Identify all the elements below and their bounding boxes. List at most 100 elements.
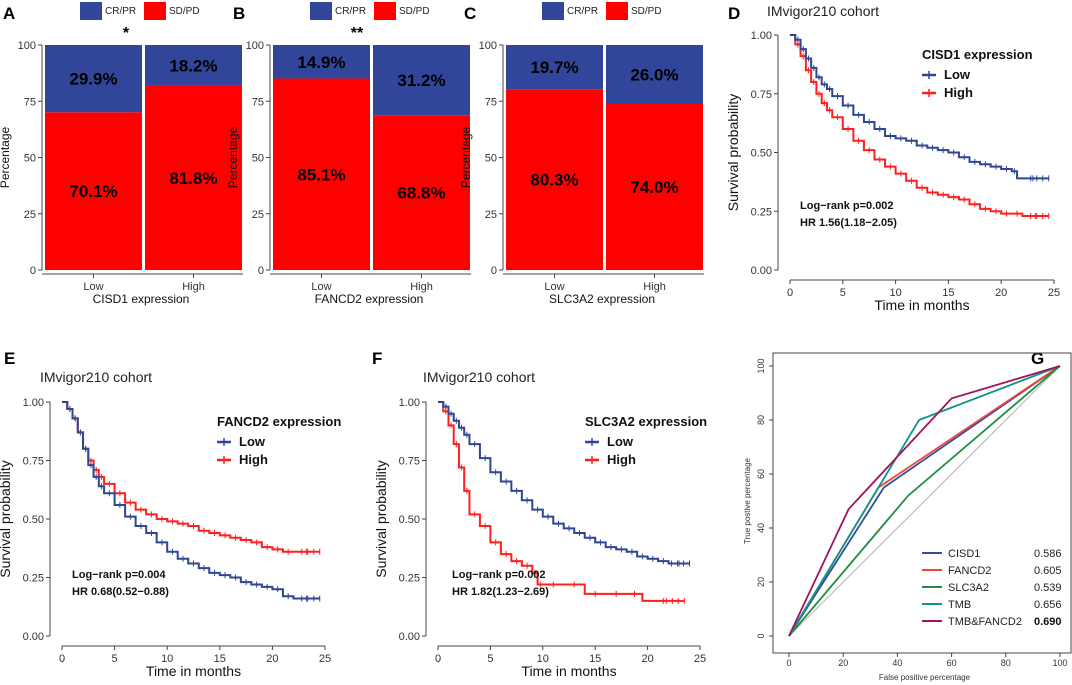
y-axis-title: Percentage (226, 126, 240, 188)
bar-panel-b: B CR/PR SD/PD ** 0 25 50 75 100 Percentage Low 85.1… (226, 2, 471, 306)
x-tick-label: 5 (112, 653, 118, 665)
km-censor-marks-low (445, 403, 691, 567)
x-tick-label: 15 (589, 653, 601, 665)
km-curve-high (790, 34, 1049, 217)
x-axis-title: SLC3A2 expression (549, 292, 655, 306)
y-tick-label: 50 (252, 153, 264, 165)
y-tick-label: 0.25 (23, 573, 44, 585)
km-hazard-ratio: HR 1.82(1.23−2.69) (452, 586, 549, 598)
roc-curve-cisd1 (788, 365, 1061, 637)
km-legend-label-low: Low (607, 434, 634, 449)
bar-sd-pd-low (273, 78, 370, 271)
y-tick-label: 0 (258, 265, 264, 277)
y-tick-label: 75 (252, 96, 264, 108)
x-tick-label: 0 (786, 658, 791, 668)
km-censor-marks-high (797, 41, 1050, 219)
y-tick-label: 40 (756, 523, 766, 533)
x-tick-label: 80 (1001, 658, 1011, 668)
km-legend-label-low: Low (944, 67, 971, 82)
bar-panel-a: A CR/PR SD/PD * 0 25 50 75 100 Percentage Low 70.1%… (0, 2, 243, 306)
y-tick-label: 25 (24, 209, 36, 221)
y-tick-label: 80 (756, 415, 766, 425)
x-axis-title: Time in months (521, 663, 616, 679)
legend-label-sd-pd: SD/PD (169, 6, 200, 17)
bar-cr-pr-low (45, 45, 142, 113)
km-legend-label-low: Low (239, 434, 266, 449)
y-tick-label: 0.00 (751, 265, 772, 277)
bar-label-sd-pd: 74.0% (630, 178, 678, 197)
significance-marker: * (123, 25, 130, 42)
km-logrank-p: Log−rank p=0.002 (452, 569, 546, 581)
y-tick-label: 0.75 (23, 456, 44, 468)
y-tick-label: 0.00 (23, 631, 44, 643)
legend-label-cr-pr: CR/PR (335, 6, 366, 17)
x-tick-label: 20 (266, 653, 278, 665)
y-tick-label: 0.50 (751, 148, 772, 160)
bar-label-cr-pr: 26.0% (630, 65, 678, 84)
x-axis-title: FANCD2 expression (315, 292, 424, 306)
bar-sd-pd-low (45, 112, 142, 271)
bar-sd-pd-low (506, 89, 603, 270)
y-tick-label: 50 (24, 153, 36, 165)
y-tick-label: 0 (756, 633, 766, 638)
y-axis-title: Survival probability (373, 460, 389, 578)
roc-legend-label: FANCD2 (948, 565, 991, 577)
x-tick-label: 25 (1048, 287, 1060, 299)
bar-cr-pr-high (606, 45, 703, 104)
roc-diagonal (788, 365, 1061, 637)
y-tick-label: 1.00 (399, 397, 420, 409)
bar-sd-pd-high (606, 103, 703, 270)
roc-legend-auc: 0.605 (1034, 565, 1062, 577)
km-hazard-ratio: HR 0.68(0.52−0.88) (72, 586, 169, 598)
bar-cr-pr-high (145, 45, 242, 86)
roc-legend-auc: 0.656 (1034, 599, 1062, 611)
x-tick-label: 0 (787, 287, 793, 299)
x-tick-label: Low (311, 281, 331, 293)
x-tick-label: 40 (892, 658, 902, 668)
bar-label-sd-pd: 70.1% (69, 182, 117, 201)
y-axis-title: Percentage (459, 126, 473, 188)
bar-legend: CR/PR SD/PD (80, 2, 200, 20)
legend-label-sd-pd: SD/PD (399, 6, 430, 17)
legend-swatch-cr-pr (80, 2, 102, 20)
y-tick-label: 25 (485, 209, 497, 221)
x-axis-title: CISD1 expression (93, 292, 190, 306)
panel-letter-f: F (372, 349, 382, 368)
km-panel-d: D IMvigor210 cohort 0.00 0.25 0.50 0.75 1.00 0 5… (725, 3, 1060, 313)
significance-marker: ** (351, 25, 364, 42)
km-panel-f: F IMvigor210 cohort 0.00 0.25 0.50 0.75 1.00 0 5… (372, 349, 707, 679)
legend-swatch-cr-pr (542, 2, 564, 20)
legend-label-cr-pr: CR/PR (105, 6, 136, 17)
km-title: IMvigor210 cohort (423, 369, 535, 385)
y-tick-label: 1.00 (751, 30, 772, 42)
x-tick-label: 10 (161, 653, 173, 665)
roc-legend-label: TMB&FANCD2 (948, 616, 1022, 628)
x-tick-label: Low (83, 281, 103, 293)
roc-legend-auc: 0.690 (1034, 616, 1062, 628)
bar-label-sd-pd: 81.8% (169, 169, 217, 188)
x-tick-label: 15 (214, 653, 226, 665)
y-axis-title: True postive percentage (743, 457, 752, 544)
y-tick-label: 75 (24, 96, 36, 108)
y-tick-label: 0.25 (751, 206, 772, 218)
x-tick-label: 0 (435, 653, 441, 665)
bar-label-sd-pd: 80.3% (530, 171, 578, 190)
y-tick-label: 100 (756, 358, 766, 373)
x-tick-label: 20 (838, 658, 848, 668)
km-censor-marks-high (445, 408, 685, 604)
legend-swatch-sd-pd (606, 2, 628, 20)
y-tick-label: 0.50 (399, 514, 420, 526)
y-tick-label: 50 (485, 153, 497, 165)
x-axis-title: Time in months (874, 297, 969, 313)
x-tick-label: 100 (1052, 658, 1067, 668)
km-curve-high (438, 401, 685, 602)
y-tick-label: 60 (756, 469, 766, 479)
panel-letter-a: A (3, 4, 15, 23)
roc-legend-auc: 0.586 (1034, 548, 1062, 560)
bar-label-cr-pr: 29.9% (69, 70, 117, 89)
x-tick-label: 15 (942, 287, 954, 299)
km-logrank-p: Log−rank p=0.004 (72, 569, 166, 581)
x-tick-label: High (410, 281, 433, 293)
panel-letter-d: D (728, 4, 740, 23)
